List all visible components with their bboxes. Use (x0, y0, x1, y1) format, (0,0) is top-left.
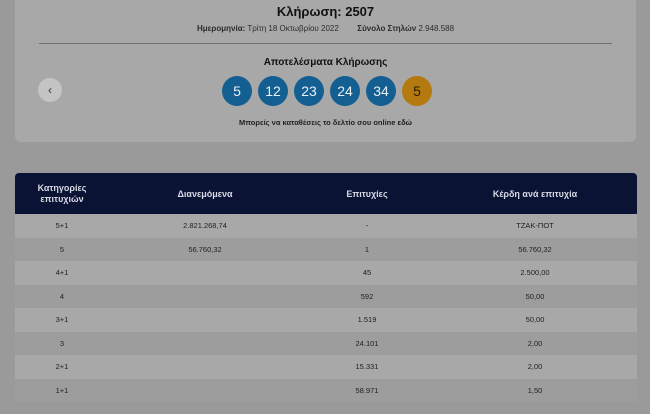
online-link[interactable]: εδώ (397, 118, 412, 127)
winners-cell: - (365, 221, 369, 231)
category-cell: 3 (59, 338, 65, 348)
number-ball: 24 (330, 76, 360, 106)
winners-cell: 1.519 (357, 315, 377, 325)
prize-cell: 2,00 (527, 362, 543, 372)
category-cell: 5+1 (55, 221, 69, 231)
number-ball: 5 (222, 76, 252, 106)
prize-table: Κατηγορίες επιτυχιών Διανεμόμενα Επιτυχί… (15, 173, 637, 402)
date-value: Τρίτη 18 Οκτωβρίου 2022 (247, 24, 339, 33)
chevron-left-icon: ‹ (48, 83, 52, 97)
prize-cell: 2.500,00 (520, 268, 550, 278)
draw-meta: Ημερομηνία: Τρίτη 18 Οκτωβρίου 2022 Σύνο… (15, 24, 636, 33)
table-row: 3+1 1.519 50,00 (15, 308, 637, 332)
prize-cell: 50,00 (525, 315, 545, 325)
category-cell: 5 (59, 244, 65, 254)
number-ball: 34 (366, 76, 396, 106)
header-categories: Κατηγορίες επιτυχιών (37, 182, 87, 204)
number-ball: 12 (258, 76, 288, 106)
header-distributed: Διανεμόμενα (177, 188, 233, 199)
category-cell: 4 (59, 291, 65, 301)
prize-cell: 1,50 (527, 385, 543, 395)
divider (39, 43, 612, 44)
winners-cell: 592 (360, 291, 374, 301)
table-row: 3 24.101 2,00 (15, 331, 637, 355)
winners-cell: 1 (364, 244, 370, 254)
winners-cell: 24.101 (355, 338, 379, 348)
draw-results-card: Κλήρωση: 2507 Ημερομηνία: Τρίτη 18 Οκτωβ… (15, 0, 636, 142)
prize-cell: 2,00 (527, 338, 543, 348)
winners-cell: 58.971 (355, 385, 379, 395)
prize-cell: 50,00 (525, 291, 545, 301)
distributed-cell: 56.760,32 (188, 244, 222, 254)
joker-ball: 5 (402, 76, 432, 106)
table-header: Κατηγορίες επιτυχιών Διανεμόμενα Επιτυχί… (15, 173, 637, 214)
category-cell: 2+1 (55, 362, 69, 372)
table-row: 2+1 15.331 2,00 (15, 355, 637, 379)
online-note-text: Μπορείς να καταθέσεις το δελτίο σου onli… (239, 118, 396, 127)
columns-value: 2.948.588 (418, 24, 455, 33)
category-cell: 3+1 (55, 315, 69, 325)
date-label: Ημερομηνία: (196, 24, 246, 33)
category-cell: 1+1 (55, 385, 69, 395)
header-prize-per-winner: Κέρδη ανά επιτυχία (492, 188, 578, 199)
prize-cell: 56.760,32 (518, 244, 552, 254)
online-note: Μπορείς να καταθέσεις το δελτίο σου onli… (15, 118, 636, 127)
draw-title: Κλήρωση: 2507 (276, 4, 375, 19)
number-ball: 23 (294, 76, 324, 106)
previous-draw-button[interactable]: ‹ (38, 78, 62, 102)
header-winners: Επιτυχίες (346, 188, 388, 199)
category-cell: 4+1 (55, 268, 69, 278)
winning-numbers: 5 12 23 24 34 5 (222, 76, 432, 106)
table-row: 4 592 50,00 (15, 284, 637, 308)
columns-label: Σύνολο Στηλών (357, 24, 417, 33)
table-row: 1+1 58.971 1,50 (15, 378, 637, 402)
table-row: 5 56.760,32 1 56.760,32 (15, 237, 637, 261)
table-row: 4+1 45 2.500,00 (15, 261, 637, 285)
results-title: Αποτελέσματα Κλήρωσης (263, 57, 388, 68)
distributed-cell: 2.821.268,74 (183, 221, 227, 231)
prize-cell: ΤΖΑΚ-ΠΟΤ (516, 221, 554, 231)
winners-cell: 15.331 (355, 362, 379, 372)
table-row: 5+1 2.821.268,74 - ΤΖΑΚ-ΠΟΤ (15, 214, 637, 238)
table-body: 5+1 2.821.268,74 - ΤΖΑΚ-ΠΟΤ 5 56.760,32 … (15, 214, 637, 402)
winners-cell: 45 (362, 268, 372, 278)
